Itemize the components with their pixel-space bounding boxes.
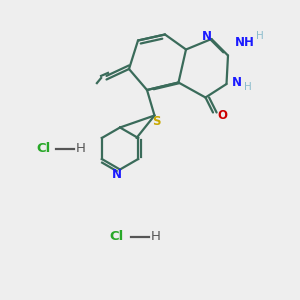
Text: H: H [256, 31, 263, 41]
Text: N: N [232, 76, 242, 89]
Text: S: S [152, 115, 160, 128]
Text: N: N [112, 167, 122, 181]
Text: NH: NH [235, 35, 254, 49]
Text: H: H [244, 82, 252, 92]
Text: N: N [202, 29, 212, 43]
Text: H: H [76, 142, 86, 155]
Text: Cl: Cl [36, 142, 51, 155]
Text: H: H [151, 230, 161, 244]
Text: Cl: Cl [110, 230, 124, 244]
Text: O: O [217, 109, 227, 122]
